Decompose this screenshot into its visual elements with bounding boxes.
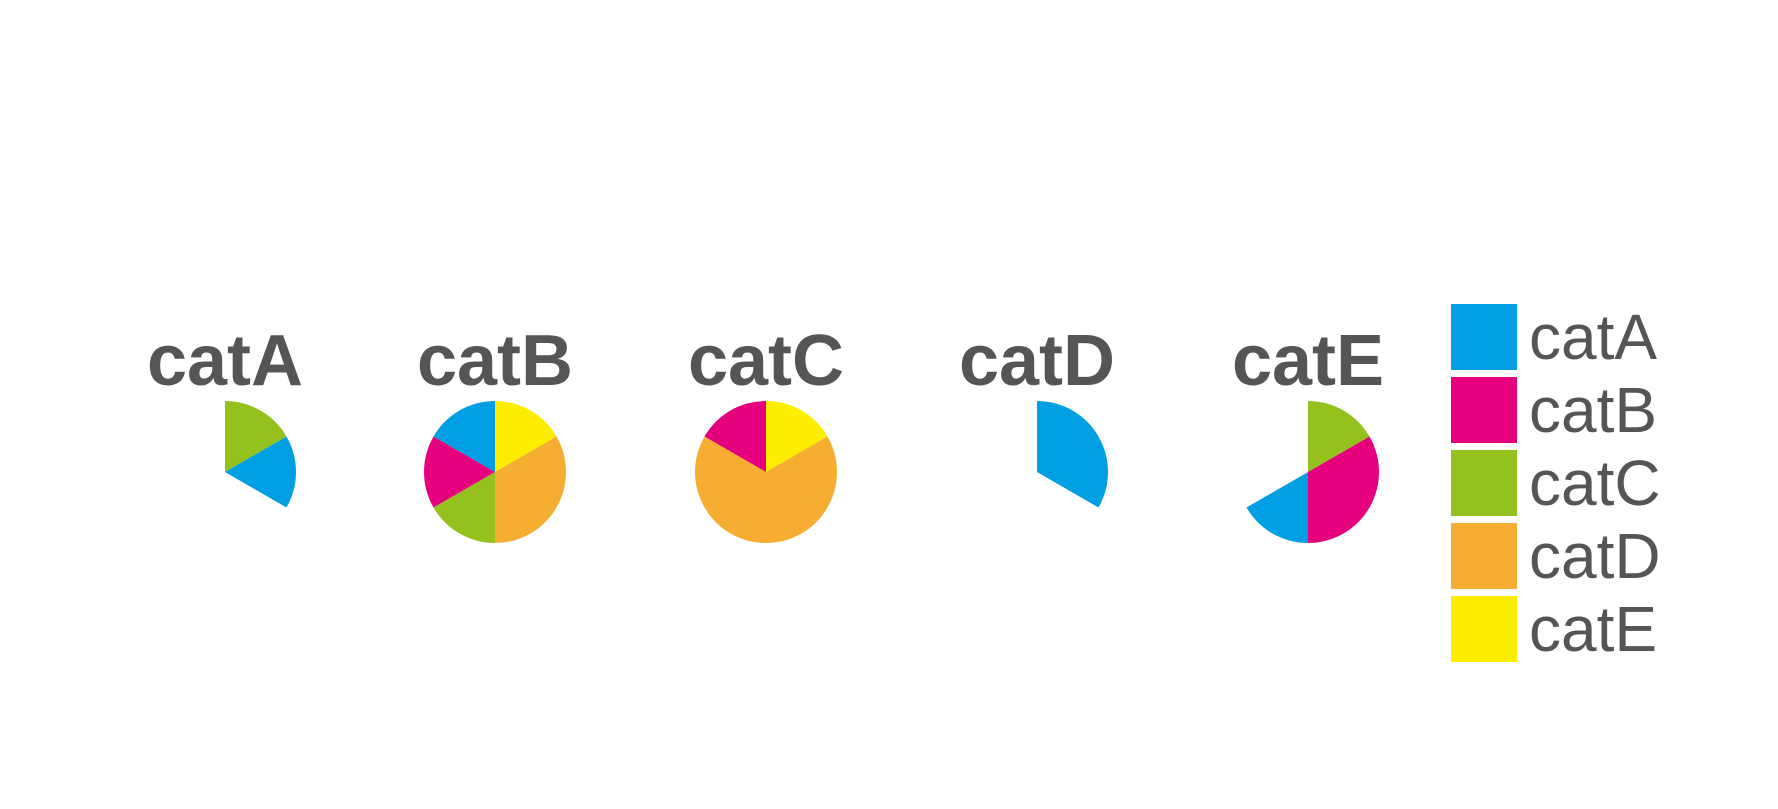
pie-slice-catb: [704, 401, 766, 472]
legend-label: catA: [1529, 301, 1657, 373]
legend-swatch-catd: [1451, 523, 1517, 589]
facet-catD: catD: [959, 321, 1115, 508]
legend-swatch-catb: [1451, 377, 1517, 443]
legend-label: catB: [1529, 374, 1657, 446]
legend-item: catB: [1451, 374, 1657, 446]
legend-label: catD: [1529, 520, 1661, 592]
facet-catE: catE: [1232, 321, 1384, 543]
facet-title: catB: [417, 321, 573, 401]
facet-title: catE: [1232, 321, 1384, 401]
pie-slice-catb: [1308, 436, 1380, 543]
legend-swatch-cate: [1451, 596, 1517, 662]
legend-swatch-cata: [1451, 304, 1517, 370]
legend-item: catA: [1451, 301, 1657, 373]
pie-slice-cata: [225, 436, 297, 508]
pie-slice-cata: [433, 400, 495, 472]
pie-slice-cate: [766, 401, 828, 472]
facet-title: catD: [959, 321, 1115, 401]
facet-catC: catC: [688, 321, 844, 543]
legend-item: catC: [1451, 447, 1661, 519]
pie-slice-cata: [1037, 401, 1109, 508]
pie-slice-catd: [695, 436, 838, 543]
pie-slice-catd: [495, 436, 567, 543]
pie-slice-catc: [433, 472, 495, 543]
facet-catA: catA: [147, 321, 303, 508]
legend-label: catE: [1529, 593, 1657, 665]
pie-slice-cata: [1246, 472, 1308, 543]
pie-slice-catc: [225, 401, 287, 472]
legend-item: catE: [1451, 593, 1657, 665]
pie-slice-catb: [423, 436, 495, 508]
facets-layer: catA catB catC catD catE: [147, 321, 1384, 543]
legend-item: catD: [1451, 520, 1661, 592]
facet-title: catC: [688, 321, 844, 401]
legend-swatch-catc: [1451, 450, 1517, 516]
legend-label: catC: [1529, 447, 1661, 519]
facet-title: catA: [147, 321, 303, 401]
pie-slice-cate: [495, 401, 557, 472]
pie-slice-catc: [1308, 401, 1370, 472]
facet-catB: catB: [417, 321, 573, 543]
